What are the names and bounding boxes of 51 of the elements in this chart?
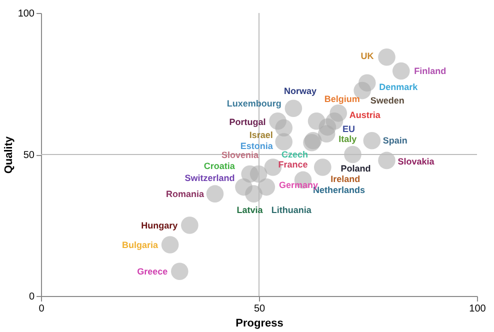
x-tick-label: 0 <box>38 304 45 314</box>
point <box>206 185 224 202</box>
y-tick-label: 100 <box>18 8 35 20</box>
annotation: Hungary <box>141 220 178 230</box>
point <box>284 100 302 118</box>
annotation: Sweden <box>370 96 404 106</box>
annotation: Bulgaria <box>122 240 160 250</box>
point <box>170 262 188 280</box>
point <box>318 125 336 142</box>
x-axis-title: Progress <box>236 318 284 330</box>
annotation: Finland <box>414 66 446 76</box>
annotation: Lithuania <box>271 205 312 216</box>
point <box>378 48 396 66</box>
annotation: Italy <box>338 134 357 144</box>
point <box>392 62 410 80</box>
point <box>241 165 259 183</box>
point <box>161 236 179 254</box>
annotation: Austria <box>349 110 382 120</box>
point <box>275 133 293 150</box>
x-tick-label: 100 <box>469 304 486 314</box>
y-tick-label: 50 <box>23 150 35 161</box>
annotation: Portugal <box>229 117 266 128</box>
annotation: Norway <box>284 86 317 96</box>
annotation: Slovenia <box>222 150 260 160</box>
annotation: Croatia <box>204 161 236 172</box>
annotation: Luxembourg <box>226 98 282 108</box>
annotation: Czech <box>282 150 308 160</box>
annotation: Latvia <box>236 204 264 215</box>
annotation: Ireland <box>330 174 360 184</box>
point <box>181 216 198 234</box>
annotation: Belgium <box>324 94 360 104</box>
annotation: Switzerland <box>184 173 235 184</box>
annotation: Slovakia <box>398 156 436 166</box>
y-axis-title: Quality <box>2 135 15 174</box>
point <box>258 178 276 196</box>
annotation: EU <box>342 124 355 134</box>
annotation: Estonia <box>240 140 274 151</box>
annotation: Spain <box>382 136 408 146</box>
annotation: UK <box>360 51 374 62</box>
annotation: Romania <box>166 188 205 199</box>
point <box>363 132 381 150</box>
point <box>344 146 362 164</box>
x-tick-label: 50 <box>254 304 266 314</box>
annotation: Greece <box>137 266 168 276</box>
point <box>314 158 332 176</box>
annotation: France <box>278 160 308 170</box>
y-tick-label: 0 <box>28 292 35 302</box>
annotation: Denmark <box>379 82 419 92</box>
annotation: Israel <box>249 130 273 140</box>
point <box>378 152 396 170</box>
annotation: Poland <box>340 164 371 174</box>
